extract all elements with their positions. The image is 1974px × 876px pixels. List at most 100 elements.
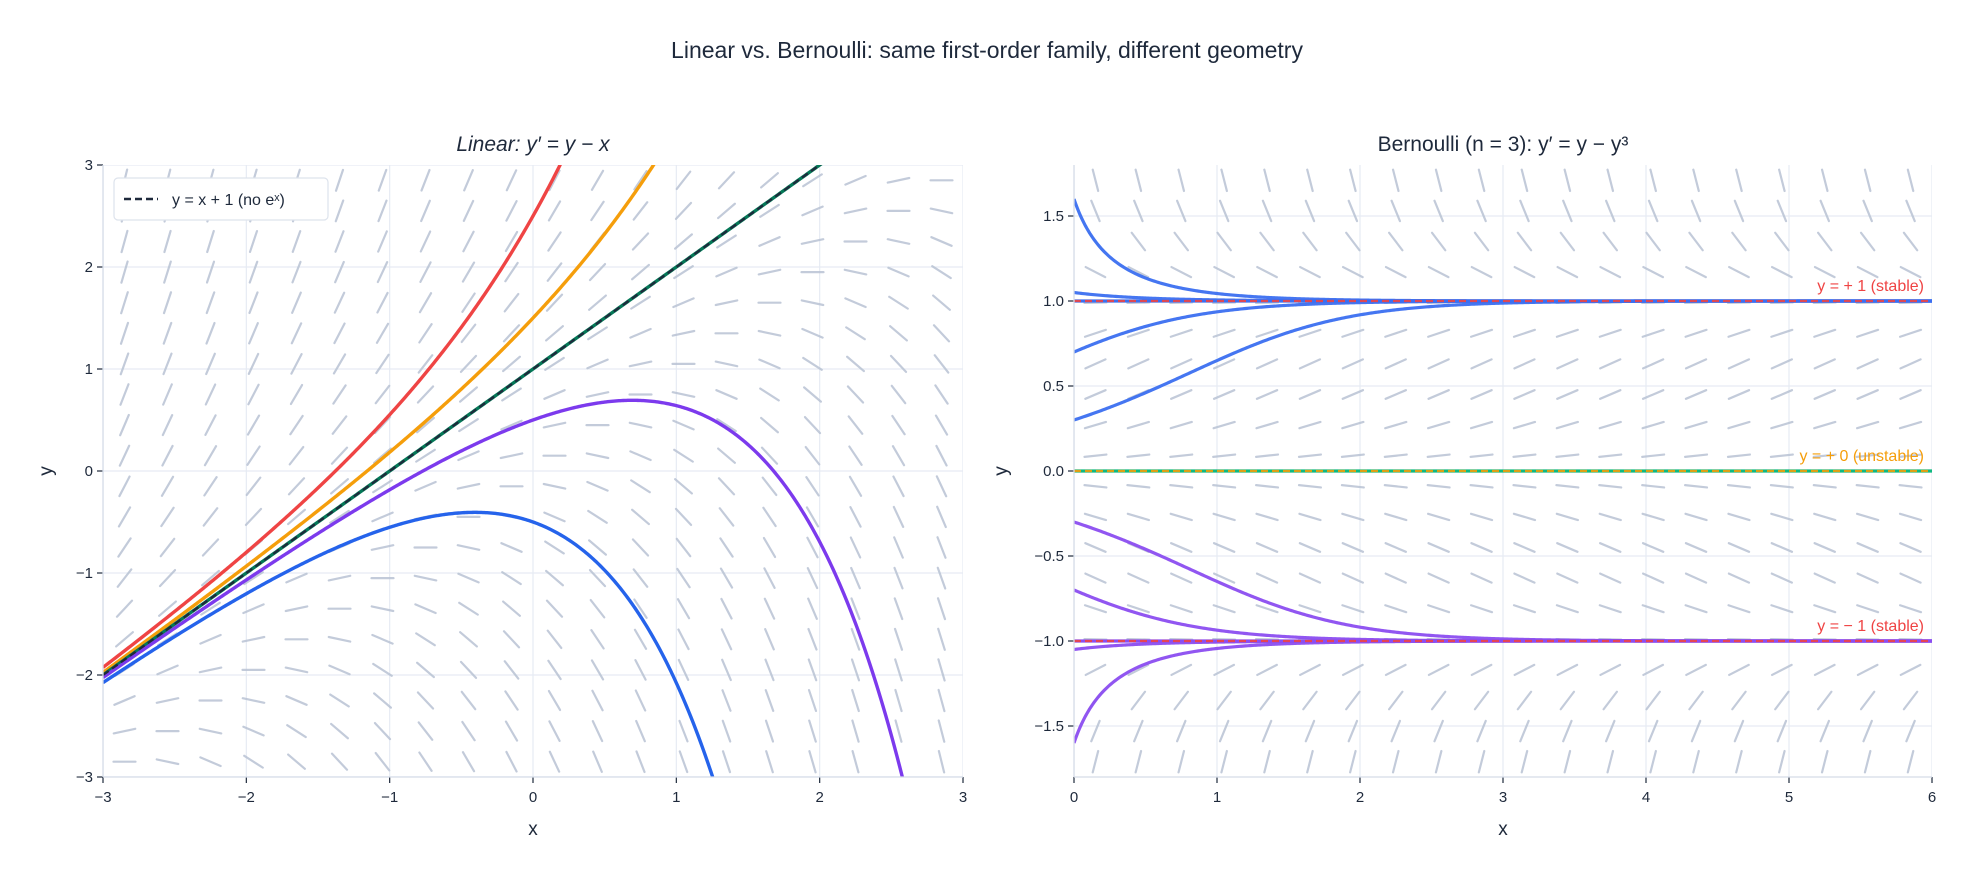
linear-ytick-label: 2 — [85, 259, 93, 276]
slope-segment — [674, 233, 693, 250]
slope-segment — [285, 695, 308, 706]
slope-segment — [717, 447, 736, 464]
slope-segment — [1427, 358, 1450, 370]
bernoulli-xtick-label: 0 — [1070, 789, 1078, 806]
slope-segment — [631, 508, 650, 526]
slope-segment — [286, 724, 307, 739]
slope-segment — [591, 689, 604, 712]
slope-segment — [1512, 484, 1537, 489]
slope-segment — [1898, 453, 1923, 458]
slope-segment — [1430, 231, 1447, 252]
bernoulli-title: Bernoulli (n = 3): y′ = y − y³ — [1378, 133, 1629, 156]
slope-segment — [373, 692, 392, 709]
legend-box — [113, 177, 329, 221]
slope-segment — [373, 721, 392, 741]
slope-segment — [1083, 420, 1108, 430]
slope-segment — [1426, 484, 1451, 489]
slope-segment — [204, 414, 217, 436]
slope-segment — [718, 507, 735, 527]
slope-segment — [934, 384, 949, 405]
slope-segment — [1427, 572, 1450, 584]
slope-segment — [1819, 199, 1831, 223]
slope-segment — [629, 327, 652, 339]
linear-xtick-label: −1 — [381, 789, 398, 806]
slope-segment — [1084, 572, 1107, 584]
slope-segment — [851, 749, 860, 774]
slope-segment — [1304, 199, 1316, 223]
slope-segment — [1813, 389, 1836, 400]
slope-segment — [1692, 749, 1700, 774]
slope-segment — [377, 230, 388, 253]
slope-segment — [1388, 690, 1404, 711]
slope-segment — [287, 477, 306, 496]
slope-segment — [545, 325, 564, 342]
slope-segment — [113, 695, 136, 706]
bernoulli-xtick-label: 2 — [1356, 789, 1364, 806]
slope-segment — [890, 384, 907, 405]
slope-segment — [1427, 512, 1451, 522]
slope-segment — [1345, 690, 1361, 711]
slope-segment — [1735, 168, 1743, 193]
slope-segment — [1599, 663, 1622, 677]
slope-segment — [848, 475, 863, 497]
slope-segment — [886, 176, 911, 184]
slope-segment — [1299, 663, 1321, 677]
slope-segment — [1642, 265, 1665, 279]
slope-segment — [1383, 453, 1408, 458]
slope-segment — [1255, 512, 1279, 522]
slope-segment — [717, 171, 736, 190]
slope-segment — [119, 413, 130, 437]
slope-segment — [1898, 484, 1923, 489]
slope-segment — [1516, 690, 1533, 711]
slope-segment — [502, 324, 521, 343]
slope-segment — [1899, 265, 1922, 279]
slope-segment — [590, 200, 605, 222]
slope-segment — [415, 632, 436, 647]
slope-segment — [849, 536, 862, 559]
slope-segment — [545, 569, 564, 587]
slope-segment — [1349, 168, 1357, 193]
slope-segment — [1476, 199, 1487, 223]
slope-segment — [714, 360, 739, 368]
slope-segment — [1769, 484, 1794, 489]
slope-segment — [1127, 265, 1150, 279]
slope-segment — [327, 574, 352, 582]
slope-segment — [1133, 719, 1144, 743]
slope-segment — [1520, 749, 1529, 774]
slope-segment — [850, 566, 861, 590]
slope-segment — [1470, 389, 1493, 400]
slope-segment — [373, 447, 392, 464]
slope-segment — [1304, 719, 1316, 743]
slope-segment — [1477, 168, 1486, 193]
slope-segment — [1774, 690, 1790, 711]
slope-segment — [1513, 265, 1536, 279]
slope-segment — [546, 262, 563, 282]
slope-segment — [1083, 328, 1107, 338]
slope-segment — [415, 448, 436, 463]
slope-segment — [1175, 719, 1187, 743]
slope-segment — [1133, 199, 1144, 223]
slope-segment — [850, 627, 861, 651]
slope-segment — [893, 536, 904, 559]
slope-segment — [851, 719, 860, 743]
slope-segment — [588, 294, 607, 311]
slope-segment — [502, 355, 521, 373]
slope-segment — [1598, 328, 1622, 338]
slope-segment — [1476, 719, 1487, 743]
slope-segment — [544, 540, 565, 555]
slope-segment — [892, 505, 905, 528]
slope-segment — [1856, 604, 1880, 614]
slope-segment — [334, 260, 345, 284]
slope-segment — [1641, 453, 1666, 458]
slope-segment — [936, 566, 947, 590]
slope-segment — [504, 690, 519, 711]
slope-segment — [1512, 512, 1537, 522]
slope-segment — [1427, 265, 1450, 279]
slope-segment — [1898, 420, 1923, 430]
slope-segment — [1906, 168, 1915, 193]
slope-segment — [1513, 663, 1536, 677]
slope-segment — [1642, 572, 1665, 584]
slope-segment — [1169, 484, 1194, 489]
slope-segment — [1126, 420, 1150, 430]
slope-segment — [205, 260, 216, 284]
